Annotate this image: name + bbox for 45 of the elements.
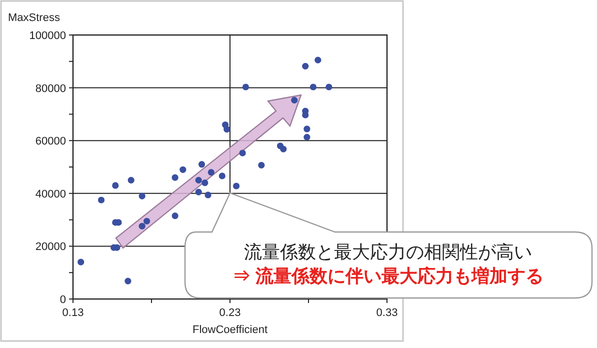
point xyxy=(224,126,230,133)
point xyxy=(198,161,206,168)
x-tick-label: 0.23 xyxy=(219,307,241,319)
point xyxy=(112,182,119,189)
point xyxy=(128,176,134,184)
point xyxy=(302,62,309,70)
point xyxy=(78,258,84,266)
x-tick-label: 0.33 xyxy=(376,307,398,319)
point xyxy=(172,174,178,181)
point xyxy=(98,196,105,204)
y-axis-title: MaxStress xyxy=(8,12,60,24)
annotation: 流量係数と最大応力の相関性が高い xyxy=(244,242,532,262)
point xyxy=(258,162,265,168)
y-tick-label: 0 xyxy=(60,294,66,306)
point xyxy=(232,182,240,190)
point xyxy=(242,84,249,90)
point xyxy=(304,126,310,132)
annotation: ⇒ 流量係数に伴い最大応力も増加する xyxy=(232,265,544,286)
point xyxy=(326,84,332,90)
y-tick-label: 20000 xyxy=(35,241,66,254)
point xyxy=(239,150,246,156)
point xyxy=(310,84,317,90)
y-tick-label: 60000 xyxy=(35,136,66,148)
point xyxy=(138,222,146,230)
x-tick-label: 0.13 xyxy=(62,307,84,319)
point xyxy=(202,180,208,186)
y-tick-label: 40000 xyxy=(35,188,66,200)
x-axis-title: FlowCoefficient xyxy=(192,324,268,336)
point xyxy=(218,172,226,180)
point xyxy=(204,192,212,198)
point xyxy=(195,176,202,184)
point xyxy=(291,96,298,104)
point xyxy=(195,188,202,196)
point xyxy=(304,134,310,140)
point xyxy=(280,146,287,152)
point xyxy=(314,56,322,64)
point xyxy=(143,218,150,224)
y-tick-label: 100000 xyxy=(29,30,66,42)
y-tick-label: 80000 xyxy=(35,82,66,95)
point xyxy=(172,212,178,220)
point xyxy=(124,278,132,284)
point xyxy=(208,168,214,176)
point xyxy=(138,192,146,200)
point xyxy=(180,166,186,173)
callout: 流量係数と最大応力の相関性が高い ⇒ 流量係数に伴い最大応力も増加する xyxy=(184,192,593,299)
